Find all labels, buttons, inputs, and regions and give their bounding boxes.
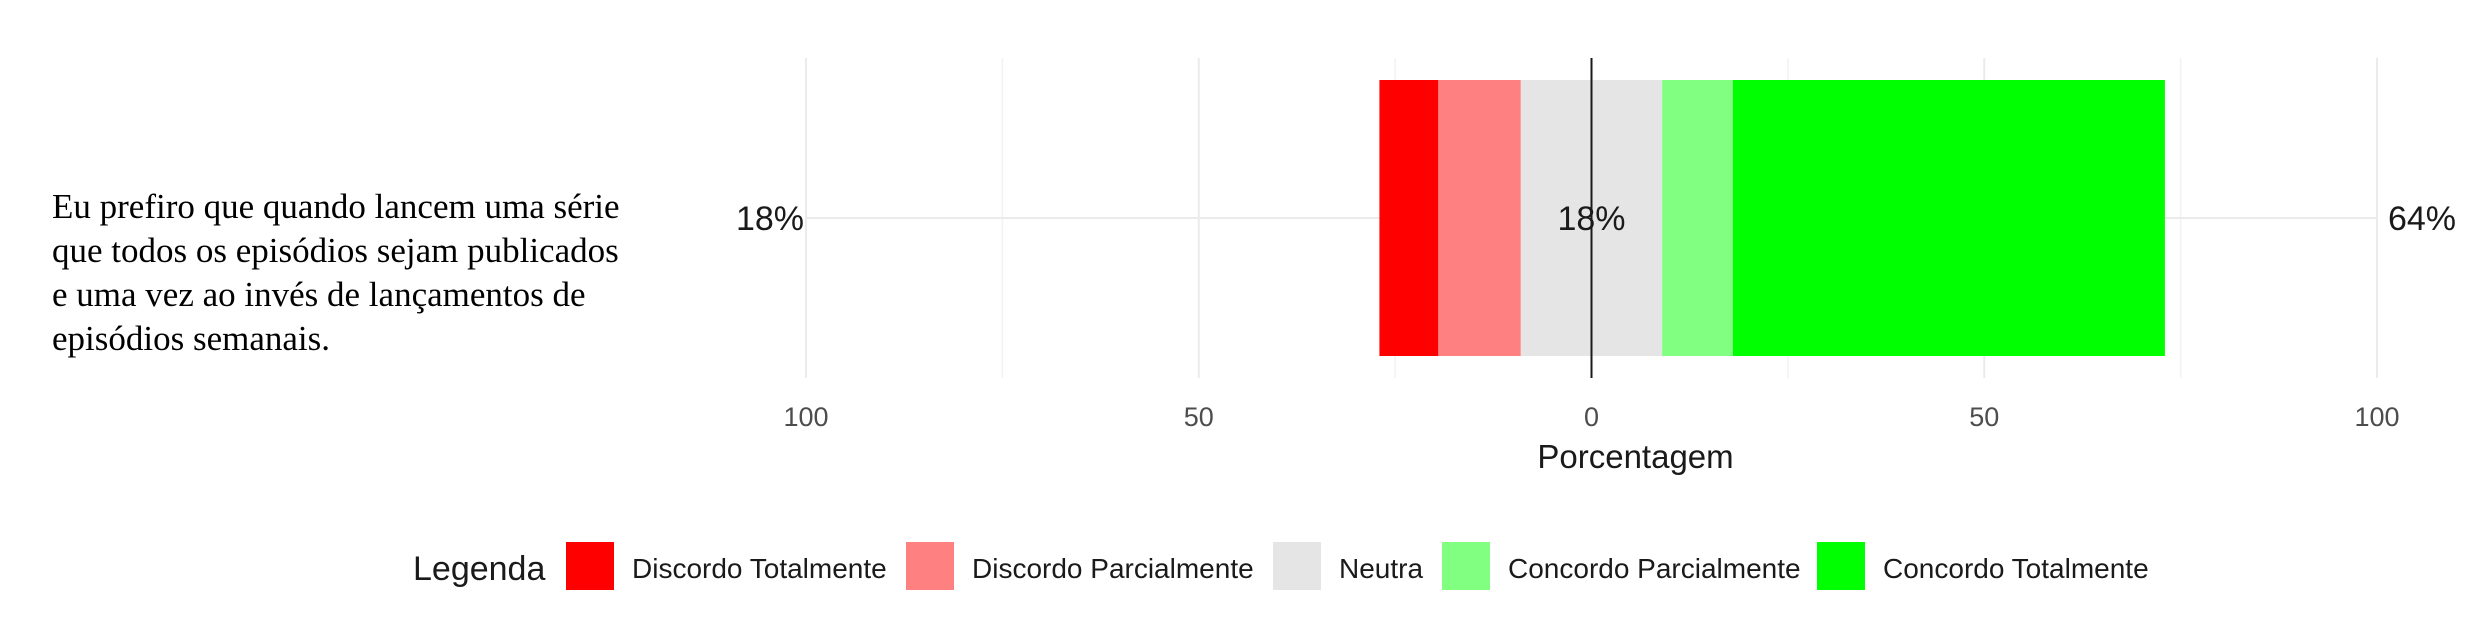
legend-key bbox=[1817, 542, 1865, 590]
bar-segment bbox=[1438, 80, 1521, 356]
question-line-1: Eu prefiro que quando lancem uma série bbox=[52, 187, 620, 226]
x-axis-title: Porcentagem bbox=[1537, 438, 1733, 475]
negative-percent-label: 18% bbox=[736, 200, 804, 238]
legend-key bbox=[906, 542, 954, 590]
legend-label: Concordo Parcialmente bbox=[1508, 553, 1801, 584]
x-axis-ticks: 100 50 0 50 100 bbox=[783, 402, 2399, 432]
legend: Legenda Discordo Totalmente Discordo Parc… bbox=[413, 542, 2149, 590]
x-tick-label: 50 bbox=[1969, 402, 1999, 432]
bar-segment bbox=[1662, 80, 1733, 356]
bar-segment bbox=[1379, 80, 1439, 356]
legend-title: Legenda bbox=[413, 550, 545, 588]
legend-label: Discordo Totalmente bbox=[632, 553, 887, 584]
neutral-percent-label: 18% bbox=[1557, 200, 1625, 238]
legend-label: Neutra bbox=[1339, 553, 1423, 584]
question-line-2: que todos os episódios sejam publicados bbox=[52, 231, 619, 270]
x-tick-label: 100 bbox=[2354, 402, 2399, 432]
bar-segment bbox=[1732, 80, 2165, 356]
stacked-bars bbox=[1379, 80, 2165, 356]
question-label: Eu prefiro que quando lancem uma série q… bbox=[52, 187, 620, 358]
x-tick-label: 100 bbox=[783, 402, 828, 432]
legend-key bbox=[1273, 542, 1321, 590]
legend-label: Concordo Totalmente bbox=[1883, 553, 2149, 584]
question-line-3: e uma vez ao invés de lançamentos de bbox=[52, 275, 586, 314]
percentage-labels: 18% 18% 64% bbox=[736, 200, 2456, 238]
positive-percent-label: 64% bbox=[2388, 200, 2456, 238]
question-line-4: episódios semanais. bbox=[52, 319, 330, 358]
x-tick-label: 50 bbox=[1184, 402, 1214, 432]
legend-label: Discordo Parcialmente bbox=[972, 553, 1254, 584]
legend-key bbox=[1442, 542, 1490, 590]
legend-key bbox=[566, 542, 614, 590]
x-tick-label: 0 bbox=[1584, 402, 1599, 432]
